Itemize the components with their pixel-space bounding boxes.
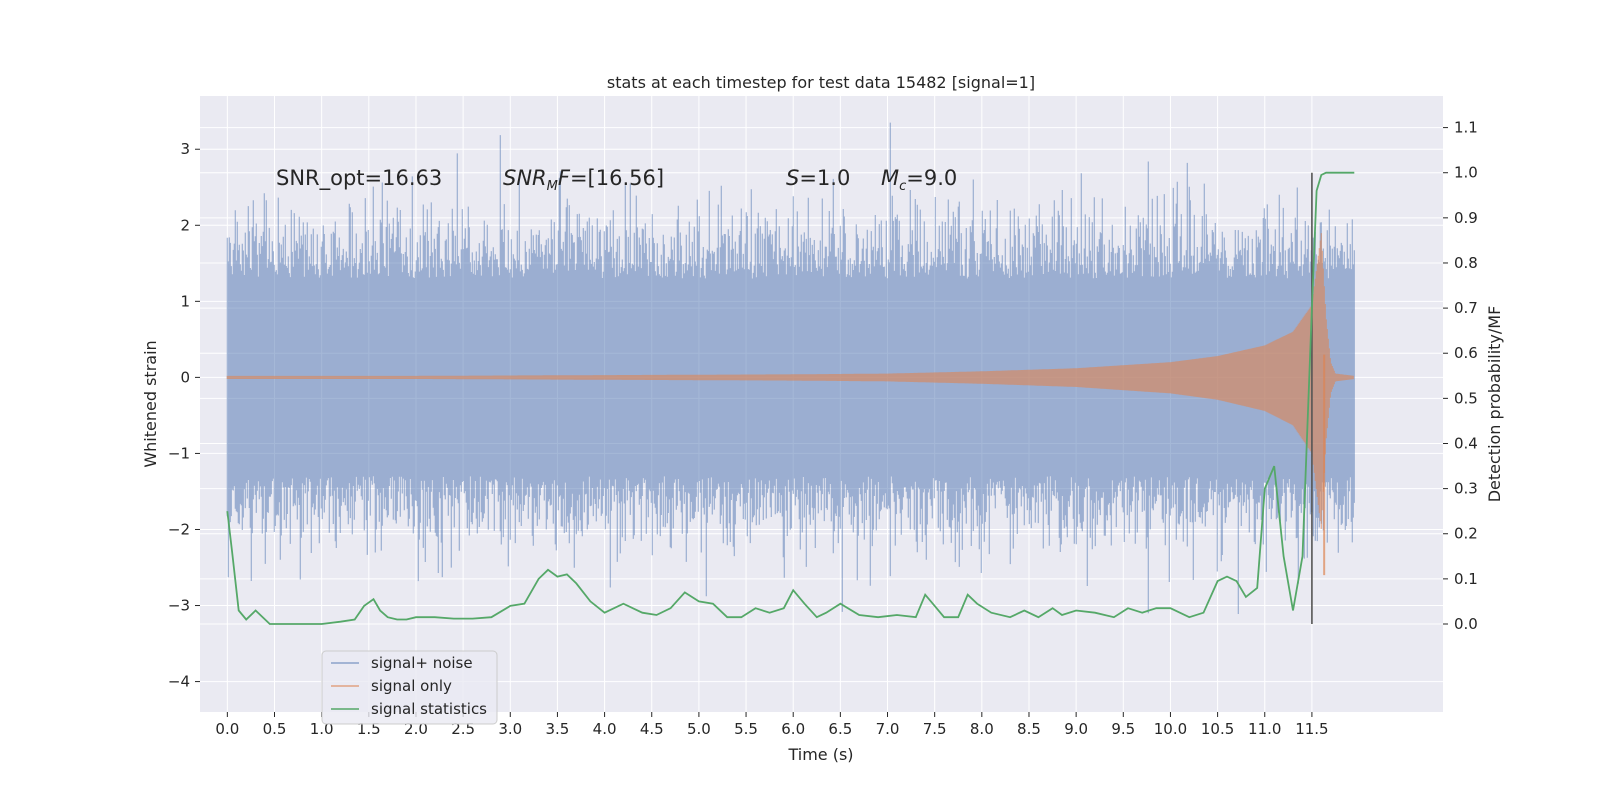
- y-axis-label-left: Whitened strain: [141, 340, 160, 467]
- annotation-snr-mf: SNRMF=[16.56]: [503, 166, 664, 194]
- y-tick-label-right: 0.8: [1454, 254, 1478, 272]
- y-tick-label-right: 0.4: [1454, 434, 1478, 452]
- x-axis: 0.0 0.5 1.0 1.5 2.0 2.5 3.0 3.5 4.0 4.5 5.0 5.5 6.0 6…: [215, 712, 1329, 738]
- y-tick-label-right: 0.6: [1454, 344, 1478, 362]
- y-tick-label-right: 0.0: [1454, 615, 1478, 633]
- x-tick-label: 0.5: [263, 720, 287, 738]
- x-tick-label: 5.0: [687, 720, 711, 738]
- x-tick-label: 3.0: [498, 720, 522, 738]
- x-tick-label: 8.5: [1017, 720, 1041, 738]
- y-tick-label-right: 0.3: [1454, 480, 1478, 498]
- y-tick-label-right: 0.1: [1454, 570, 1478, 588]
- stats-series: [226, 171, 1355, 625]
- y-tick-label-left: −2: [168, 520, 190, 538]
- annotations: SNR_opt=16.63 SNRMF=[16.56] S=1.0 Mc=9.0: [276, 166, 957, 194]
- y-tick-label-right: 0.5: [1454, 389, 1478, 407]
- x-tick-label: 9.5: [1111, 720, 1135, 738]
- chart-title: stats at each timestep for test data 154…: [607, 73, 1035, 92]
- x-axis-label: Time (s): [787, 745, 853, 764]
- x-tick-label: 10.5: [1201, 720, 1234, 738]
- y-tick-label-left: −4: [168, 673, 190, 691]
- x-tick-label: 4.0: [593, 720, 617, 738]
- x-tick-label: 10.0: [1154, 720, 1187, 738]
- x-tick-label: 5.5: [734, 720, 758, 738]
- signal-trace: [226, 233, 1354, 529]
- y-tick-label-left: 1: [180, 292, 190, 310]
- legend-label-stats: signal statistics: [371, 700, 487, 718]
- signal-series: [226, 233, 1354, 576]
- y-tick-label-left: 2: [180, 216, 190, 234]
- y-tick-label-right: 0.7: [1454, 299, 1478, 317]
- annotation-mc: Mc=9.0: [881, 166, 957, 194]
- y-axis-label-right: Detection probability/MF: [1485, 306, 1504, 503]
- y-tick-label-left: −3: [168, 597, 190, 615]
- x-tick-label: 11.0: [1248, 720, 1281, 738]
- y-tick-label-left: 3: [180, 140, 190, 158]
- stats-line: [226, 171, 1355, 625]
- x-tick-label: 0.0: [215, 720, 239, 738]
- y-axis-right: 0.0 0.1 0.2 0.3 0.4 0.5 0.6 0.7 0.8 0.9 1.0 1.1: [1443, 119, 1478, 633]
- x-tick-label: 6.0: [781, 720, 805, 738]
- legend-label-signal: signal only: [371, 677, 452, 695]
- x-tick-label: 4.5: [640, 720, 664, 738]
- y-axis-left: −4 −3 −2 −1 0 1 2 3: [168, 140, 200, 691]
- x-tick-label: 7.0: [876, 720, 900, 738]
- y-tick-label-right: 1.1: [1454, 119, 1478, 137]
- y-tick-label-left: −1: [168, 444, 190, 462]
- x-tick-label: 6.5: [828, 720, 852, 738]
- x-tick-label: 11.5: [1295, 720, 1328, 738]
- x-tick-label: 9.0: [1064, 720, 1088, 738]
- y-tick-label-right: 0.2: [1454, 525, 1478, 543]
- legend-label-noise: signal+ noise: [371, 654, 473, 672]
- y-tick-label-left: 0: [180, 368, 190, 386]
- x-tick-label: 8.0: [970, 720, 994, 738]
- x-tick-label: 7.5: [923, 720, 947, 738]
- y-tick-label-right: 1.0: [1454, 164, 1478, 182]
- annotation-s: S=1.0: [786, 166, 850, 190]
- legend: signal+ noise signal only signal statist…: [321, 650, 498, 725]
- annotation-snr-opt: SNR_opt=16.63: [276, 166, 442, 191]
- x-tick-label: 3.5: [546, 720, 570, 738]
- y-tick-label-right: 0.9: [1454, 209, 1478, 227]
- legend-box: [321, 650, 498, 725]
